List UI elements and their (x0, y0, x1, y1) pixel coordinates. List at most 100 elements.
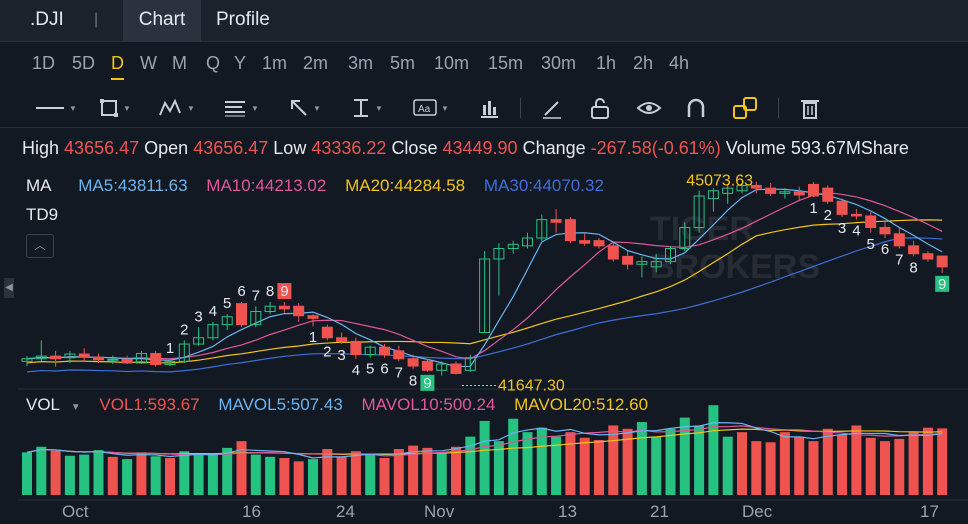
period-q[interactable]: Q (206, 53, 221, 73)
volume-bar (436, 453, 447, 495)
lock-button[interactable] (588, 96, 612, 120)
volume-bar (64, 455, 75, 495)
volume-bar (894, 438, 905, 495)
td9-count-label: 2 (824, 207, 832, 224)
candle-body (936, 255, 948, 268)
pattern-tool-button[interactable]: ▼ (158, 96, 195, 120)
period-1m[interactable]: 1m (262, 53, 288, 73)
side-panel-arrow-icon[interactable]: ◀ (4, 278, 14, 298)
open-label: Open (144, 138, 189, 158)
unlock-icon (591, 98, 609, 119)
candle-body (893, 233, 905, 247)
period-d[interactable]: D (111, 53, 124, 80)
ma-label[interactable]: MA (26, 176, 52, 195)
tab-profile[interactable]: Profile (216, 9, 270, 30)
td9-count-label: 7 (895, 252, 903, 269)
period-10m[interactable]: 10m (434, 53, 470, 73)
header-tabs: .DJI | Chart Profile (0, 0, 968, 42)
volume-legend[interactable]: VOL ▼ VOL1:593.67 MAVOL5:507.43 MAVOL10:… (26, 395, 648, 415)
volume-bar (937, 428, 948, 495)
td9-count-label: 1 (166, 340, 174, 357)
chart-area[interactable]: 1 2 3 4 5 6 7 8 9 1 2 3 4 5 6 7 8 9 1 2 3 4 5 6 7 8 9 45073.63 41647… (18, 165, 968, 524)
period-m[interactable]: M (172, 53, 187, 73)
period-5d[interactable]: 5D (72, 53, 96, 73)
period-1d[interactable]: 1D (32, 53, 56, 73)
period-1h[interactable]: 1h (596, 53, 617, 73)
candle-body (793, 191, 805, 196)
tab-chart[interactable]: Chart (123, 0, 201, 42)
candle-body (736, 185, 748, 192)
period-30m[interactable]: 30m (541, 53, 577, 73)
volume-bar (551, 436, 562, 495)
period-2m[interactable]: 2m (303, 53, 329, 73)
delete-button[interactable] (798, 96, 822, 120)
candle-body (21, 358, 33, 362)
volume-bar (179, 451, 190, 495)
x-axis: Oct 16 24 Nov 13 21 Dec 17 (0, 500, 968, 524)
arrow-tool-button[interactable]: ▼ (288, 96, 321, 120)
ma5-value: MA5:43811.63 (78, 176, 188, 195)
candle-body (722, 187, 734, 194)
td9-count-label: 3 (337, 347, 345, 364)
vol-label[interactable]: VOL (26, 395, 61, 414)
mavol10-line (26, 425, 943, 457)
period-2h[interactable]: 2h (633, 53, 654, 73)
period-y[interactable]: Y (234, 53, 247, 73)
pencil-button[interactable] (540, 96, 564, 120)
candle-body (321, 326, 333, 339)
candle-body (850, 213, 862, 217)
td9-label[interactable]: TD9 (26, 205, 59, 224)
candle-body (550, 219, 562, 223)
line-tool-button[interactable]: ▼ (34, 96, 77, 120)
period-4h[interactable]: 4h (669, 53, 690, 73)
candle-body (421, 360, 433, 371)
candle-body (822, 187, 834, 202)
magnet-button[interactable] (684, 96, 708, 120)
candlestick-chart[interactable]: 123 4 56 7 8 912 34 5 6 7 8 91 23 45 67 8945073.6341647… (18, 165, 968, 524)
candle-body (379, 346, 390, 356)
mavol5-value: MAVOL5:507.43 (218, 395, 343, 414)
text-tool-button[interactable]: Aa ▼ (412, 96, 449, 120)
fibonacci-tool-button[interactable]: ▼ (222, 96, 259, 120)
period-3m[interactable]: 3m (348, 53, 374, 73)
volume-bar (722, 436, 733, 495)
period-15m[interactable]: 15m (488, 53, 524, 73)
vol-dropdown-icon[interactable]: ▼ (70, 402, 81, 413)
period-w[interactable]: W (140, 53, 157, 73)
rectangle-tool-button[interactable]: ▼ (98, 96, 131, 120)
vol1-value: VOL1:593.67 (99, 395, 200, 414)
td9-count-label: 1 (809, 200, 817, 217)
candle-body (164, 360, 176, 366)
ma-legend[interactable]: MA MA5:43811.63 MA10:44213.02 MA20:44284… (26, 176, 604, 196)
indicator-tool-button[interactable] (478, 96, 500, 120)
link-button[interactable] (732, 96, 758, 120)
candle-body (278, 305, 290, 310)
collapse-button[interactable]: ︿ (26, 234, 54, 258)
candle-body (250, 311, 262, 326)
text-tool-icon: Aa (413, 99, 437, 116)
candle-body (35, 355, 47, 360)
volume-bar (107, 456, 118, 495)
volume-bar (279, 457, 290, 495)
candle-body (236, 303, 247, 326)
drawing-toolbar: ▼ ▼ ▼ ▼ ▼ ▼ Aa ▼ (0, 88, 968, 128)
period-5m[interactable]: 5m (390, 53, 416, 73)
td9-count-label: 5 (366, 361, 374, 378)
td9-count-label: 7 (252, 287, 260, 304)
volume-bar (365, 454, 376, 495)
low-label: Low (273, 138, 307, 158)
eye-icon (636, 102, 662, 114)
candle-body (93, 356, 104, 361)
visibility-button[interactable] (636, 96, 662, 120)
volume-bar (579, 437, 590, 495)
candle-body (393, 350, 405, 360)
close-label: Close (391, 138, 438, 158)
candle-body (879, 227, 891, 235)
measure-tool-button[interactable]: ▼ (350, 96, 383, 120)
pencil-icon (543, 101, 561, 119)
volume-bar (679, 417, 690, 495)
volume-bar (50, 450, 61, 495)
volume-bar (765, 442, 776, 495)
arrow-tool-icon (291, 100, 307, 116)
volume-bar (536, 427, 547, 495)
